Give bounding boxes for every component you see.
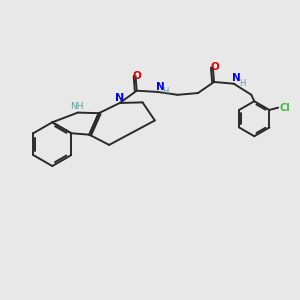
Text: H: H (239, 79, 245, 88)
Text: Cl: Cl (279, 103, 290, 112)
Text: NH: NH (70, 102, 84, 111)
Text: N: N (115, 93, 124, 103)
Text: O: O (210, 62, 219, 72)
Text: O: O (133, 70, 142, 81)
Text: H: H (162, 87, 169, 96)
Text: N: N (232, 74, 241, 83)
Text: N: N (156, 82, 164, 92)
